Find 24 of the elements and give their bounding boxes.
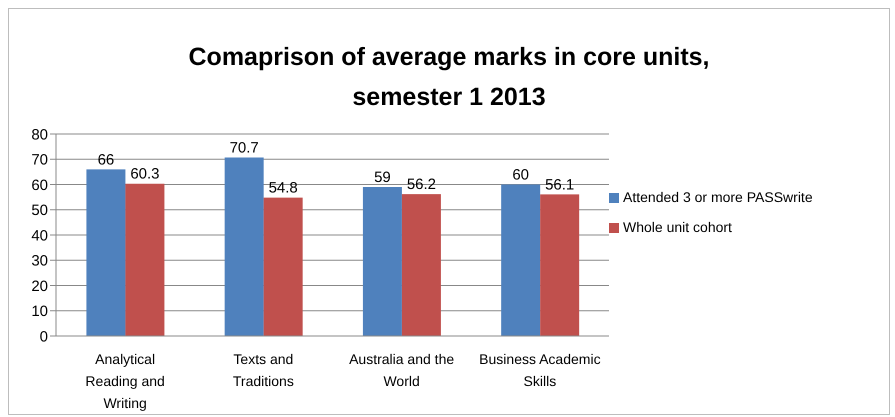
- y-tick-label: 0: [40, 328, 48, 346]
- x-tick-label: Analytical Reading and Writing: [85, 351, 165, 411]
- x-tick-label: Business Academic Skills: [479, 351, 601, 389]
- y-tick-label: 60: [31, 176, 48, 194]
- data-label: 60.3: [130, 166, 160, 183]
- data-label: 66: [98, 151, 114, 168]
- legend-label: Attended 3 or more PASSwrite: [623, 188, 813, 204]
- x-tick-label: Australia and the World: [349, 351, 454, 389]
- data-label: 56.2: [406, 176, 436, 194]
- chart-title: Comaprison of average marks in core units, semester 1 2013: [188, 42, 710, 113]
- legend-label: Whole unit cohort: [623, 218, 732, 234]
- data-label: 60: [512, 166, 530, 184]
- y-tick-label: 50: [31, 202, 48, 220]
- y-tick-label: 70: [31, 152, 48, 169]
- y-tick-label: 80: [31, 126, 48, 144]
- data-label: 59: [374, 169, 391, 186]
- data-label: 56.1: [545, 176, 574, 194]
- y-tick-label: 30: [31, 252, 48, 270]
- x-tick-label: Texts and Traditions: [232, 351, 294, 389]
- data-label: 54.8: [268, 180, 298, 197]
- y-tick-label: 40: [31, 227, 48, 244]
- data-label: 70.7: [230, 139, 259, 156]
- y-tick-label: 20: [31, 278, 48, 295]
- y-tick-label: 10: [31, 303, 48, 320]
